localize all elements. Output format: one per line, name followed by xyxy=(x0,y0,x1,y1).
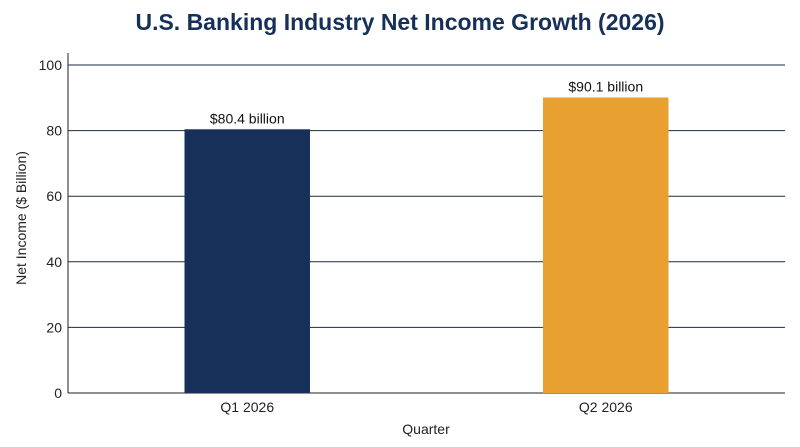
gridlines xyxy=(68,64,785,328)
chart-title: U.S. Banking Industry Net Income Growth … xyxy=(135,9,664,35)
y-tick-label: 0 xyxy=(54,385,62,401)
data-labels: $80.4 billion $90.1 billion xyxy=(210,78,643,126)
y-tick-label: 20 xyxy=(46,319,62,335)
bar-1 xyxy=(184,129,310,393)
data-label: $80.4 billion xyxy=(210,110,285,126)
x-axis-ticks: Q1 2026 Q2 2026 xyxy=(220,399,632,415)
y-axis-ticks: 0 20 40 60 80 100 xyxy=(39,57,63,401)
x-tick-label: Q2 2026 xyxy=(579,399,633,415)
bar-2 xyxy=(543,97,669,394)
y-tick-label: 60 xyxy=(46,188,62,204)
data-label: $90.1 billion xyxy=(568,78,643,94)
y-tick-label: 80 xyxy=(46,123,62,139)
x-tick-label: Q1 2026 xyxy=(220,399,274,415)
y-tick-label: 40 xyxy=(46,254,62,270)
bars xyxy=(184,97,669,394)
y-axis-title: Net Income ($ Billion) xyxy=(13,151,29,285)
y-tick-label: 100 xyxy=(39,57,63,73)
x-axis-title: Quarter xyxy=(402,421,450,437)
